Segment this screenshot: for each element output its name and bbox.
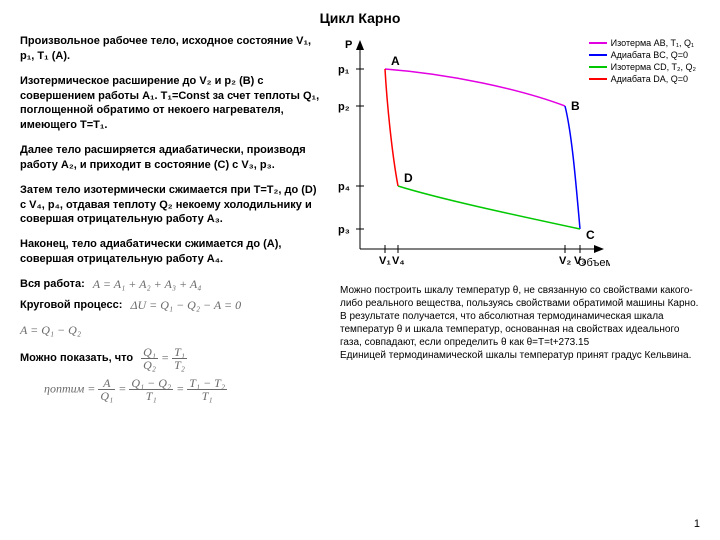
cycle-formula: ΔU = Q₁ − Q₂ − A = 0 bbox=[130, 298, 241, 313]
page-number: 1 bbox=[694, 518, 700, 530]
svg-text:A: A bbox=[391, 54, 400, 68]
cycle-label: Круговой процесс: bbox=[20, 299, 122, 311]
para-1: Произвольное рабочее тело, исходное сост… bbox=[20, 34, 320, 64]
svg-text:D: D bbox=[404, 171, 413, 185]
svg-text:B: B bbox=[571, 99, 580, 113]
diagram-svg: P p₁p₂p₄p₃ V₁V₄V₂V₃ ABCD Объем bbox=[330, 34, 610, 284]
main-layout: Произвольное рабочее тело, исходное сост… bbox=[20, 34, 700, 402]
svg-text:p₂: p₂ bbox=[338, 101, 350, 113]
page-title: Цикл Карно bbox=[20, 10, 700, 26]
svg-text:p₄: p₄ bbox=[338, 181, 350, 193]
para-2: Изотермическое расширение до V₂ и p₂ (B)… bbox=[20, 74, 320, 133]
svg-text:V₁: V₁ bbox=[379, 255, 391, 267]
total-work-row: Вся работа: A = A₁ + A₂ + A₃ + A₄ bbox=[20, 277, 320, 292]
para-5: Наконец, тело адиабатически сжимается до… bbox=[20, 237, 320, 267]
cycle-row: Круговой процесс: ΔU = Q₁ − Q₂ − A = 0 bbox=[20, 298, 320, 313]
work-result-formula: A = Q₁ − Q₂ bbox=[20, 323, 81, 338]
x-axis-label: Объем bbox=[578, 257, 610, 269]
right-column: Изотерма AB, T₁, Q₁Адиабата BC, Q=0Изоте… bbox=[330, 34, 700, 402]
left-column: Произвольное рабочее тело, исходное сост… bbox=[20, 34, 320, 402]
para-4: Затем тело изотермически сжимается при T… bbox=[20, 183, 320, 228]
para-3: Далее тело расширяется адиабатически, пр… bbox=[20, 143, 320, 173]
svg-text:p₃: p₃ bbox=[338, 224, 350, 236]
axis-p: P bbox=[345, 39, 352, 51]
eta-formula: ηоптим = AQ₁ = Q₁ − Q₂T₁ = T₁ − T₂T₁ bbox=[44, 377, 227, 402]
carnot-diagram: P p₁p₂p₄p₃ V₁V₄V₂V₃ ABCD Объем bbox=[330, 34, 610, 284]
total-work-formula: A = A₁ + A₂ + A₃ + A₄ bbox=[93, 277, 202, 292]
bottom-note: Можно построить шкалу температур θ, не с… bbox=[330, 284, 700, 362]
svg-text:C: C bbox=[586, 228, 595, 242]
ratio-formula: Q₁Q₂ = T₁T₂ bbox=[141, 346, 187, 371]
total-work-label: Вся работа: bbox=[20, 278, 85, 290]
svg-text:V₄: V₄ bbox=[392, 255, 405, 267]
can-show-label: Можно показать, что bbox=[20, 352, 133, 364]
can-show-row: Можно показать, что Q₁Q₂ = T₁T₂ bbox=[20, 346, 320, 371]
svg-text:V₂: V₂ bbox=[559, 255, 571, 267]
svg-text:p₁: p₁ bbox=[338, 64, 350, 76]
